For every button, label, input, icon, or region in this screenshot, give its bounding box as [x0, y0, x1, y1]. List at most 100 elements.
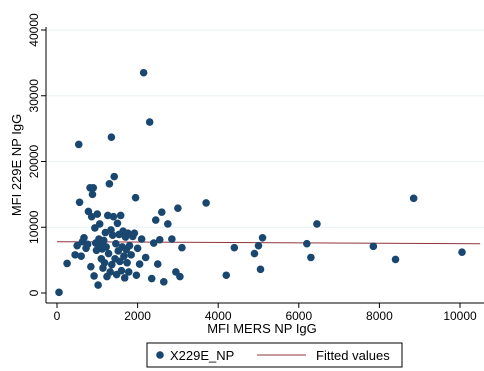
legend-marker-scatter — [156, 351, 164, 359]
data-point-85 — [176, 272, 184, 281]
y-tick-label-2: 20000 — [27, 144, 41, 178]
data-point-32 — [102, 243, 110, 251]
data-point-78 — [155, 235, 164, 244]
x-tick-label-5: 10000 — [443, 309, 477, 323]
data-point-61 — [124, 268, 133, 276]
data-point-80 — [159, 278, 168, 286]
data-point-74 — [147, 274, 156, 283]
data-point-52 — [117, 266, 126, 275]
gridlines — [46, 29, 484, 228]
data-point-36 — [105, 180, 114, 188]
data-point-1 — [63, 259, 71, 268]
legend-label-scatter: X229E_NP — [170, 348, 234, 363]
data-point-97 — [369, 242, 378, 251]
data-point-45 — [112, 239, 120, 248]
data-point-5 — [75, 198, 84, 207]
data-point-43 — [110, 172, 119, 181]
data-point-47 — [113, 219, 122, 228]
y-axis-ticks: 0 10000 20000 30000 40000 — [27, 13, 46, 296]
data-point-14 — [87, 212, 96, 221]
data-point-29 — [99, 236, 108, 245]
data-point-4 — [74, 140, 83, 149]
data-point-17 — [90, 272, 98, 280]
data-points — [55, 68, 466, 297]
data-point-0 — [55, 288, 63, 297]
data-point-92 — [256, 265, 265, 274]
data-point-68 — [133, 244, 142, 253]
data-point-40 — [108, 260, 116, 269]
fitted-values-line — [56, 241, 481, 245]
y-tick-label-0: 0 — [27, 289, 41, 296]
data-point-6 — [77, 252, 85, 260]
data-point-42 — [109, 212, 118, 221]
data-point-87 — [202, 199, 210, 207]
x-tick-label-2: 4000 — [205, 309, 232, 323]
y-tick-label-4: 40000 — [27, 13, 41, 47]
data-point-76 — [151, 216, 160, 224]
legend-label-fit: Fitted values — [316, 348, 390, 363]
data-point-100 — [458, 248, 466, 257]
data-point-95 — [307, 253, 315, 262]
data-point-41 — [108, 231, 117, 239]
x-tick-label-4: 8000 — [366, 309, 393, 323]
data-point-51 — [116, 211, 125, 220]
data-point-96 — [313, 220, 321, 228]
legend: X229E_NP Fitted values — [146, 342, 403, 368]
y-axis-title: MFI 229E NP IgG — [9, 114, 24, 216]
x-axis-title: MFI MERS NP IgG — [207, 321, 317, 336]
data-point-81 — [164, 220, 172, 228]
data-point-70 — [137, 235, 146, 243]
data-point-91 — [254, 241, 263, 250]
data-point-86 — [178, 243, 186, 252]
data-point-16 — [89, 184, 98, 192]
data-point-98 — [391, 255, 400, 264]
data-point-30 — [100, 258, 109, 267]
data-point-71 — [139, 68, 148, 77]
data-point-55 — [120, 252, 128, 260]
data-point-37 — [106, 268, 114, 276]
x-tick-label-0: 0 — [54, 309, 61, 323]
data-point-66 — [131, 193, 140, 202]
data-point-35 — [104, 249, 113, 258]
data-point-8 — [80, 233, 88, 242]
x-tick-label-1: 2000 — [124, 309, 151, 323]
data-point-88 — [222, 271, 231, 280]
data-point-93 — [258, 233, 267, 242]
data-point-77 — [153, 260, 162, 268]
data-point-90 — [250, 249, 259, 258]
x-axis-ticks: 0 2000 4000 6000 8000 10000 — [54, 303, 477, 323]
y-tick-label-1: 10000 — [27, 210, 41, 244]
fitted-line-layer — [56, 241, 481, 245]
data-point-22 — [94, 281, 102, 289]
data-point-10 — [83, 240, 92, 249]
data-point-62 — [125, 241, 134, 250]
data-point-75 — [149, 239, 158, 247]
data-point-3 — [73, 241, 81, 250]
data-point-21 — [93, 210, 102, 218]
data-point-59 — [123, 258, 131, 267]
data-point-79 — [157, 208, 166, 216]
data-point-63 — [127, 251, 135, 259]
y-tick-label-3: 30000 — [27, 79, 41, 113]
data-point-65 — [130, 229, 139, 237]
data-point-39 — [107, 133, 116, 141]
data-point-89 — [230, 243, 239, 252]
data-point-72 — [141, 253, 150, 262]
data-point-13 — [87, 262, 95, 271]
data-point-50 — [116, 257, 124, 266]
data-point-2 — [71, 251, 79, 259]
x-tick-label-3: 6000 — [285, 309, 312, 323]
data-point-24 — [95, 220, 104, 228]
data-point-67 — [132, 271, 141, 280]
data-point-82 — [168, 235, 176, 243]
data-point-15 — [88, 190, 97, 199]
data-point-73 — [145, 118, 154, 126]
data-point-84 — [174, 204, 182, 212]
data-point-56 — [120, 274, 129, 282]
data-point-69 — [135, 260, 144, 268]
data-point-31 — [101, 228, 110, 237]
axes — [45, 27, 484, 304]
data-point-94 — [303, 239, 311, 248]
